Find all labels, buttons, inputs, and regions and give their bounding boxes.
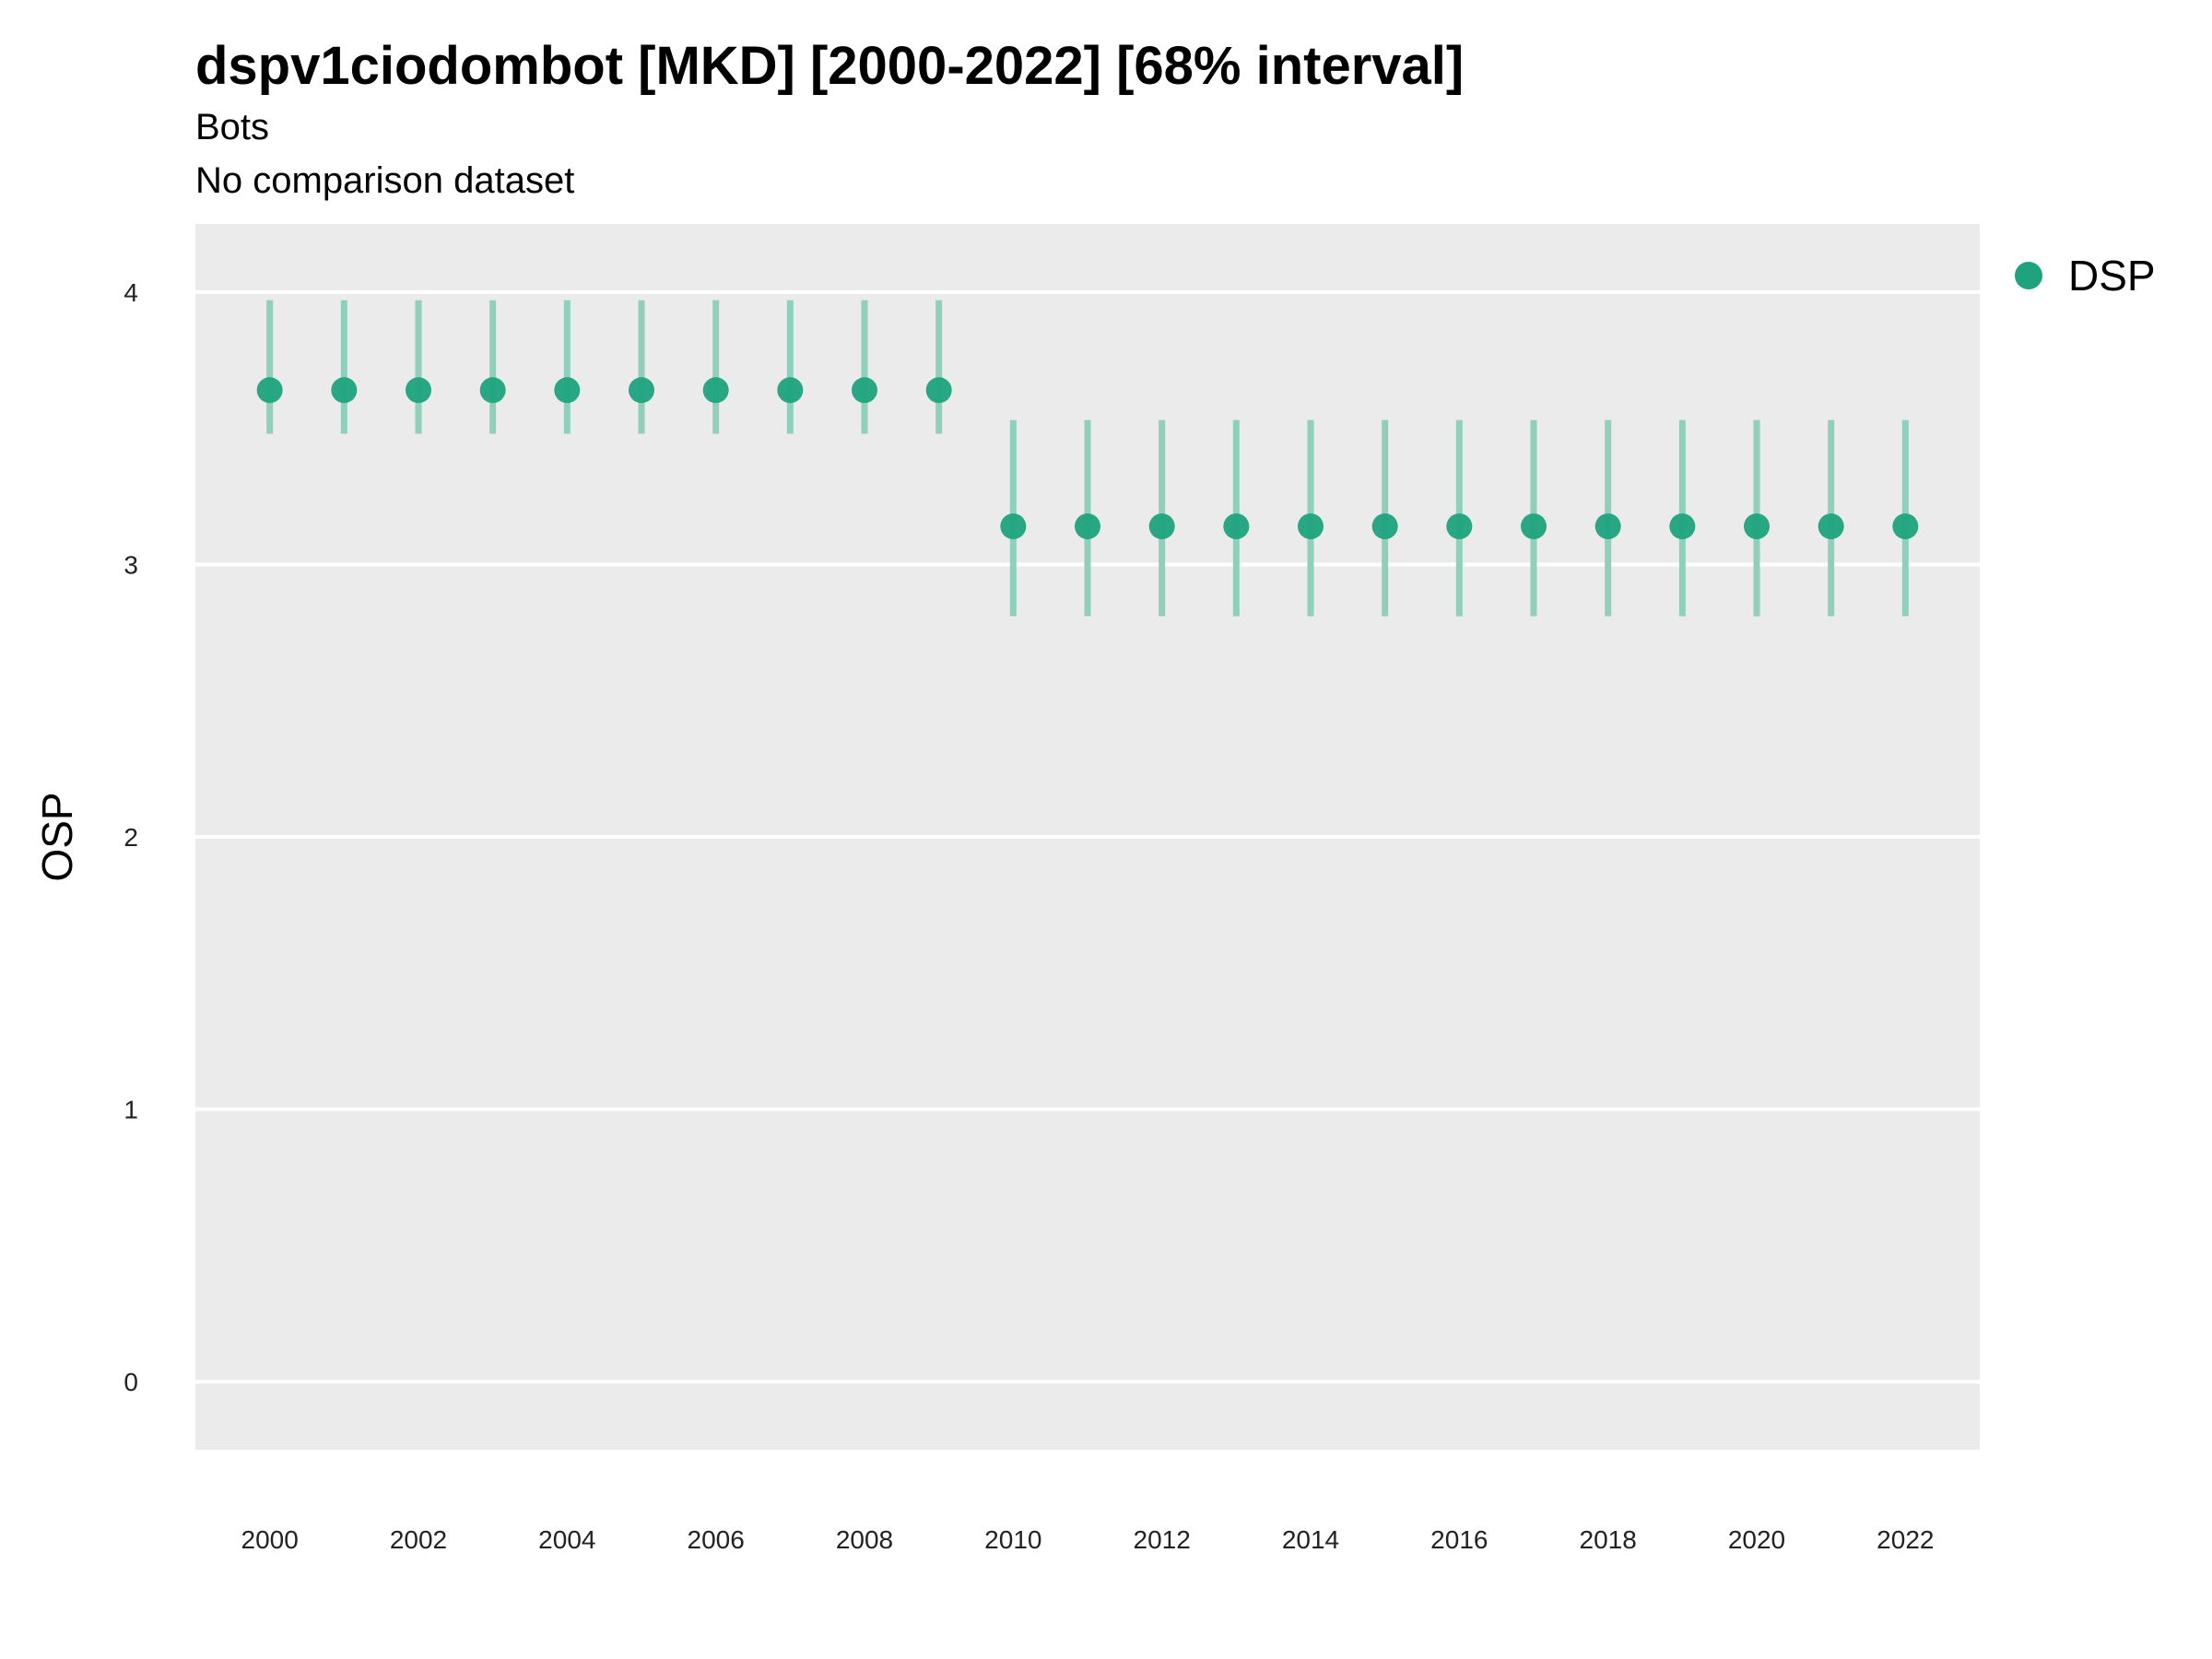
chart-title: dspv1ciodombot [MKD] [2000-2022] [68% in…: [195, 36, 1465, 96]
data-point: [1818, 513, 1844, 540]
chart-subtitle: Bots: [195, 107, 270, 147]
y-tick-label: 2: [124, 823, 138, 852]
data-point: [1744, 513, 1770, 540]
data-point: [554, 377, 581, 404]
x-tick-label: 2006: [688, 1525, 745, 1554]
x-tick-label: 2016: [1430, 1525, 1488, 1554]
data-point: [1521, 513, 1547, 540]
data-point: [925, 377, 952, 404]
data-point: [1669, 513, 1696, 540]
data-point: [256, 377, 283, 404]
data-point: [479, 377, 506, 404]
x-tick-label: 2022: [1877, 1525, 1934, 1554]
y-tick-label: 0: [124, 1368, 138, 1396]
data-point: [1892, 513, 1919, 540]
data-point: [1594, 513, 1621, 540]
x-tick-label: 2008: [836, 1525, 893, 1554]
data-point: [1148, 513, 1175, 540]
legend-marker-dsp: [2015, 262, 2042, 289]
data-point: [1371, 513, 1398, 540]
x-tick-label: 2000: [241, 1525, 299, 1554]
x-tick-label: 2020: [1728, 1525, 1785, 1554]
x-tick-label: 2004: [538, 1525, 595, 1554]
data-point: [1298, 513, 1324, 540]
data-point: [406, 377, 431, 404]
data-point: [1075, 513, 1100, 540]
data-point: [1446, 513, 1473, 540]
data-point: [331, 377, 358, 404]
y-axis-label: OSP: [33, 792, 81, 881]
legend: DSP: [2015, 251, 2156, 300]
chart-subtitle-2: No comparison dataset: [195, 160, 575, 201]
data-point: [1000, 513, 1027, 540]
legend-label-dsp: DSP: [2068, 252, 2156, 300]
data-point: [1223, 513, 1250, 540]
y-tick-label: 4: [124, 278, 138, 307]
data-point: [777, 377, 804, 404]
y-tick-label: 3: [124, 550, 138, 579]
data-point: [702, 377, 729, 404]
data-point: [852, 377, 877, 404]
data-point: [629, 377, 654, 404]
x-tick-label: 2012: [1134, 1525, 1191, 1554]
x-tick-label: 2014: [1282, 1525, 1339, 1554]
y-tick-label: 1: [124, 1096, 138, 1124]
x-tick-label: 2018: [1580, 1525, 1637, 1554]
x-tick-label: 2002: [390, 1525, 447, 1554]
x-tick-label: 2010: [984, 1525, 1041, 1554]
